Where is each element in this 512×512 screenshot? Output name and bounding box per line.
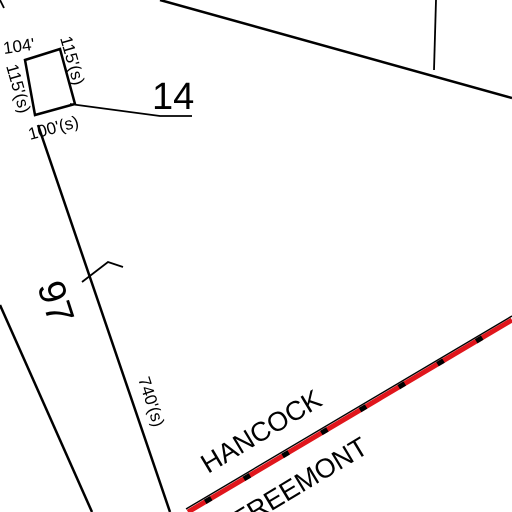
road-black-edge: [185, 315, 512, 510]
road-centerline: [185, 315, 512, 512]
lot-97-label: 97: [28, 276, 81, 329]
boundary-tick: [81, 260, 124, 283]
dimension-bottom: 100'(s): [26, 112, 81, 144]
dimension-right: 115'(s): [56, 34, 88, 87]
top-boundary-line: [159, 0, 512, 100]
road-red-line: [186, 317, 512, 512]
lot-97-frontage-line: [36, 124, 172, 512]
leader-line: [69, 103, 192, 117]
small-parcel: [23, 47, 192, 117]
lot-97-left-line: [0, 304, 94, 512]
top-vertical-line: [433, 0, 437, 71]
left-edge-stub: [0, 0, 5, 9]
lot-14-label: 14: [152, 76, 194, 118]
dimension-top: 104': [2, 35, 36, 58]
